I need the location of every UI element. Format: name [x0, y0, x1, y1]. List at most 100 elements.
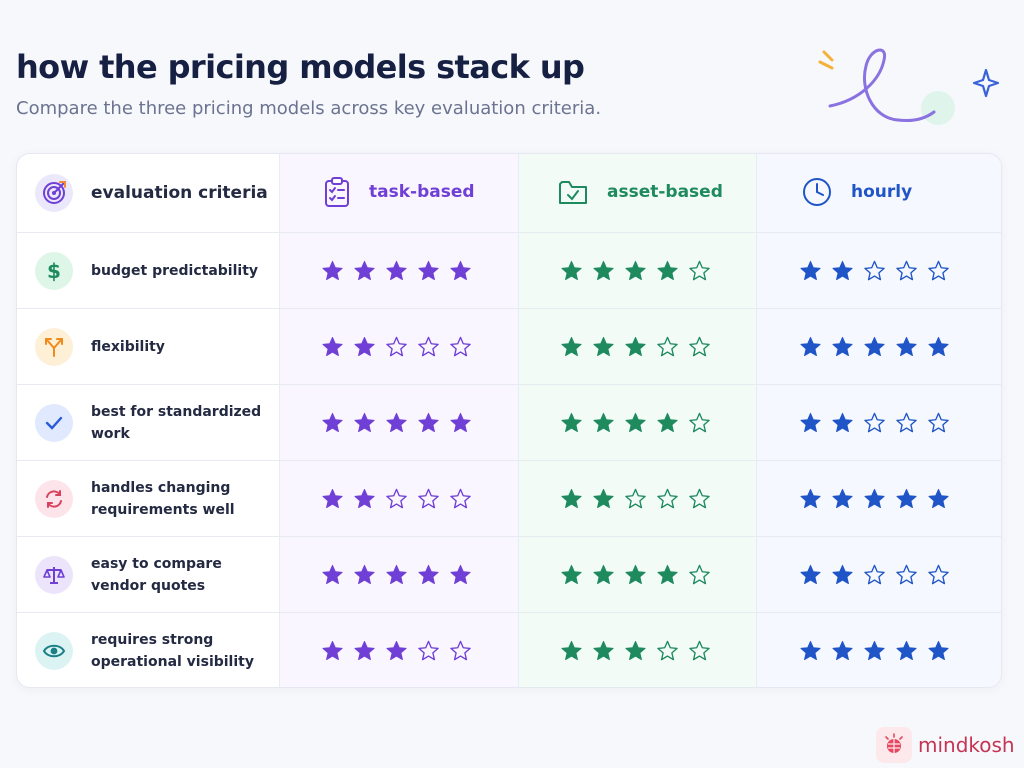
- star-filled-icon: [832, 336, 853, 356]
- star-empty-icon: [896, 412, 917, 432]
- star-filled-icon: [657, 564, 678, 584]
- star-empty-icon: [689, 488, 710, 508]
- star-filled-icon: [657, 412, 678, 432]
- star-filled-icon: [593, 488, 614, 508]
- criteria-header-label: evaluation criteria: [91, 183, 268, 203]
- star-filled-icon: [322, 488, 343, 508]
- star-filled-icon: [896, 488, 917, 508]
- refresh-icon: [35, 479, 73, 518]
- star-filled-icon: [354, 488, 375, 508]
- star-empty-icon: [896, 564, 917, 584]
- star-filled-icon: [832, 412, 853, 432]
- star-filled-icon: [896, 640, 917, 660]
- rating-asset: [560, 639, 711, 662]
- table-header-row: evaluation criteria task-based asset-bas…: [17, 154, 1001, 232]
- criteria-label: requires strong operational visibility: [91, 631, 254, 670]
- rating-task: [321, 411, 472, 434]
- star-filled-icon: [657, 260, 678, 280]
- star-filled-icon: [928, 336, 949, 356]
- star-filled-icon: [928, 640, 949, 660]
- star-empty-icon: [418, 640, 439, 660]
- star-filled-icon: [800, 564, 821, 584]
- rating-asset: [560, 563, 711, 586]
- rating-task: [321, 335, 472, 358]
- star-empty-icon: [418, 336, 439, 356]
- star-filled-icon: [625, 412, 646, 432]
- rating-hourly: [799, 487, 950, 510]
- star-filled-icon: [864, 640, 885, 660]
- star-empty-icon: [657, 336, 678, 356]
- star-filled-icon: [832, 488, 853, 508]
- brand-name: mindkosh: [918, 733, 1015, 757]
- star-filled-icon: [322, 336, 343, 356]
- star-filled-icon: [354, 412, 375, 432]
- checkmark-icon: [35, 403, 73, 442]
- star-empty-icon: [928, 260, 949, 280]
- criteria-cell: requires strong operational visibility: [17, 613, 279, 687]
- rating-hourly: [799, 259, 950, 282]
- star-filled-icon: [386, 640, 407, 660]
- star-filled-icon: [386, 260, 407, 280]
- star-filled-icon: [354, 640, 375, 660]
- star-filled-icon: [800, 412, 821, 432]
- hourly-column-background: [756, 154, 1001, 687]
- table-row: easy to compare vendor quotes: [17, 536, 1001, 612]
- folder-check-icon: [559, 181, 587, 204]
- star-filled-icon: [593, 260, 614, 280]
- star-filled-icon: [322, 564, 343, 584]
- table-row: $ budget predictability: [17, 232, 1001, 308]
- star-empty-icon: [386, 336, 407, 356]
- star-empty-icon: [657, 640, 678, 660]
- star-filled-icon: [625, 564, 646, 584]
- column-divider: [756, 154, 757, 687]
- star-filled-icon: [322, 260, 343, 280]
- star-empty-icon: [689, 640, 710, 660]
- star-filled-icon: [418, 564, 439, 584]
- criteria-header-cell: evaluation criteria: [17, 154, 279, 232]
- table-row: flexibility: [17, 308, 1001, 384]
- star-filled-icon: [832, 564, 853, 584]
- rating-hourly: [799, 639, 950, 662]
- rating-hourly: [799, 563, 950, 586]
- star-filled-icon: [928, 488, 949, 508]
- page-title: how the pricing models stack up: [16, 48, 585, 86]
- clipboard-checklist-icon: [325, 177, 349, 207]
- star-filled-icon: [354, 260, 375, 280]
- star-filled-icon: [386, 412, 407, 432]
- comparison-table: evaluation criteria task-based asset-bas…: [16, 153, 1002, 688]
- column-divider: [518, 154, 519, 687]
- dollar-icon: $: [35, 251, 73, 290]
- star-filled-icon: [418, 260, 439, 280]
- star-filled-icon: [354, 336, 375, 356]
- star-filled-icon: [864, 488, 885, 508]
- star-filled-icon: [322, 412, 343, 432]
- page-subtitle: Compare the three pricing models across …: [16, 98, 602, 119]
- star-empty-icon: [864, 564, 885, 584]
- table-row: handles changing requirements well: [17, 460, 1001, 536]
- star-empty-icon: [864, 260, 885, 280]
- table-row: best for standardized work: [17, 384, 1001, 460]
- star-filled-icon: [864, 336, 885, 356]
- star-filled-icon: [800, 488, 821, 508]
- eye-icon: [35, 631, 73, 670]
- star-filled-icon: [593, 412, 614, 432]
- brain-logo-icon: [876, 727, 912, 763]
- criteria-label: budget predictability: [91, 262, 259, 279]
- rating-hourly: [799, 411, 950, 434]
- clock-icon: [803, 178, 831, 206]
- rating-task: [321, 487, 472, 510]
- star-filled-icon: [593, 564, 614, 584]
- brand-logo: mindkosh: [876, 727, 1015, 763]
- criteria-cell: easy to compare vendor quotes: [17, 537, 279, 612]
- star-filled-icon: [418, 412, 439, 432]
- rating-asset: [560, 487, 711, 510]
- star-empty-icon: [689, 260, 710, 280]
- rating-asset: [560, 259, 711, 282]
- star-filled-icon: [386, 564, 407, 584]
- column-header-task-based: task-based: [369, 182, 475, 202]
- branch-arrows-icon: [35, 327, 73, 366]
- star-filled-icon: [896, 336, 917, 356]
- criteria-cell: handles changing requirements well: [17, 461, 279, 536]
- criteria-cell: flexibility: [17, 309, 279, 384]
- star-filled-icon: [322, 640, 343, 660]
